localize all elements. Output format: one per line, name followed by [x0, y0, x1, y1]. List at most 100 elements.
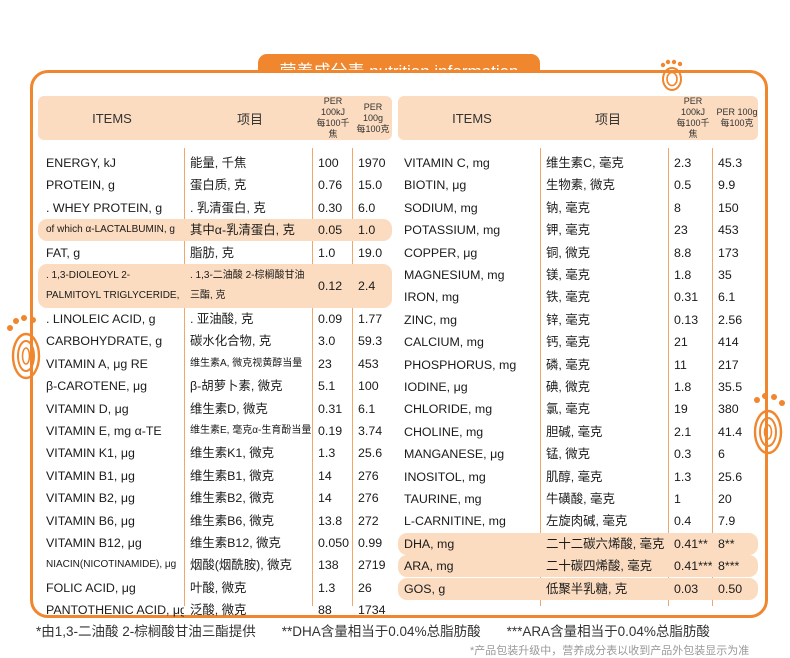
table-row: IRON, mg 铁, 毫克 0.31 6.1 [398, 286, 758, 308]
cell-en: . WHEY PROTEIN, g [46, 200, 163, 215]
table-row: PROTEIN, g 蛋白质, 克 0.76 15.0 [38, 174, 392, 196]
cell-kj: 3.0 [318, 334, 336, 349]
cell-en: β-CAROTENE, μg [46, 379, 148, 394]
cell-cn: 其中α-乳清蛋白, 克 [190, 223, 295, 238]
cell-kj: 138 [318, 558, 339, 573]
cell-cn: 二十碳四烯酸, 毫克 [546, 559, 653, 574]
table-row: TAURINE, mg 牛磺酸, 毫克 1 20 [398, 488, 758, 510]
packaging-note: *产品包装升级中，营养成分表以收到产品外包装显示为准 [470, 645, 750, 657]
cell-kj: 0.31 [318, 401, 343, 416]
cell-cn: 肌醇, 毫克 [546, 469, 603, 484]
cell-en: CARBOHYDRATE, g [46, 334, 163, 349]
cell-en: IODINE, μg [404, 380, 468, 394]
table-row: SODIUM, mg 钠, 毫克 8 150 [398, 197, 758, 219]
table-row: NIACIN(NICOTINAMIDE), μg 烟酸(烟酰胺), 微克 138 27… [38, 554, 392, 576]
cell-cn: 镁, 毫克 [546, 268, 591, 282]
cell-en: VITAMIN A, μg RE [46, 356, 148, 371]
cell-en: POTASSIUM, mg [404, 223, 501, 238]
cell-cn: 维生素C, 毫克 [546, 156, 624, 170]
cell-g: 3.74 [358, 424, 383, 438]
cell-g: 19.0 [358, 245, 383, 260]
table-row: FOLIC ACID, μg 叶酸, 微克 1.3 26 [38, 577, 392, 599]
cell-kj: 0.09 [318, 312, 343, 326]
cell-g: 7.9 [718, 514, 736, 529]
footnotes: *由1,3-二油酸 2-棕榈酸甘油三酯提供 **DHA含量相当于0.04%总脂肪… [36, 620, 780, 640]
footnote-opo: *由1,3-二油酸 2-棕榈酸甘油三酯提供 [36, 624, 256, 639]
cell-en: VITAMIN C, mg [404, 156, 490, 170]
cell-cn: 胆碱, 毫克 [546, 424, 603, 439]
cell-g: 6.0 [358, 200, 376, 215]
cell-g: 26 [358, 580, 372, 595]
header-per-100kj-cn: 每100千焦 [676, 118, 710, 139]
table-row: ZINC, mg 锌, 毫克 0.13 2.56 [398, 309, 758, 331]
table-row: CHOLINE, mg 胆碱, 毫克 2.1 41.4 [398, 421, 758, 443]
cell-en: ENERGY, kJ [46, 156, 117, 170]
table-row: COPPER, μg 铜, 微克 8.8 173 [398, 242, 758, 264]
left-panel: ITEMS 项目 PER 100kJ 每100千焦 PER 100g 每100克… [38, 96, 392, 617]
cell-kj: 1.3 [674, 469, 692, 484]
cell-kj: 0.76 [318, 178, 343, 193]
cell-en: CHLORIDE, mg [404, 402, 493, 417]
cell-cn: 维生素B6, 微克 [190, 513, 274, 528]
header-items: ITEMS [452, 110, 492, 126]
cell-g: 6.1 [718, 290, 736, 305]
cell-cn: 铜, 微克 [546, 245, 591, 260]
cell-g: 1734 [358, 603, 386, 618]
cell-kj: 11 [674, 357, 687, 372]
table-row: INOSITOL, mg 肌醇, 毫克 1.3 25.6 [398, 466, 758, 488]
table-row: VITAMIN B2, μg 维生素B2, 微克 14 276 [38, 487, 392, 509]
table-row: GOS, g 低聚半乳糖, 克 0.03 0.50 [398, 577, 758, 600]
column-divider [712, 148, 713, 606]
cell-kj: 1.3 [318, 446, 336, 461]
cell-g: 272 [358, 513, 379, 528]
cell-en: VITAMIN B12, μg [46, 536, 142, 550]
cell-kj: 1.8 [674, 268, 692, 282]
cell-en: SODIUM, mg [404, 200, 478, 215]
cell-kj: 8.8 [674, 245, 692, 260]
table-row: . LINOLEIC ACID, g . 亚油酸, 克 0.09 1.77 [38, 308, 392, 330]
table-row: VITAMIN A, μg RE 维生素A, 微克视黄醇当量 23 453 [38, 353, 392, 375]
cell-en: FOLIC ACID, μg [46, 580, 136, 595]
cell-kj: 0.30 [318, 200, 343, 215]
cell-g: 0.99 [358, 536, 383, 550]
cell-en: VITAMIN B2, μg [46, 491, 135, 506]
cell-cn: 维生素B2, 微克 [190, 491, 274, 506]
cell-cn: 烟酸(烟酰胺), 微克 [190, 558, 292, 573]
cell-kj: 0.050 [318, 536, 350, 550]
cell-en: ARA, mg [404, 559, 454, 574]
cell-g: 2719 [358, 558, 386, 573]
cell-kj: 5.1 [318, 379, 336, 394]
cell-en: VITAMIN D, μg [46, 401, 129, 416]
cell-en: of which α-LACTALBUMIN, g [46, 224, 175, 236]
cell-kj: 14 [318, 468, 332, 483]
cell-cn: 牛磺酸, 毫克 [546, 492, 615, 506]
table-row: VITAMIN E, mg α-TE 维生素E, 毫克α-生育酚当量 0.19 3.7… [38, 420, 392, 442]
header-per-100kj: PER 100kJ 每100千焦 [672, 96, 714, 140]
cell-cn: . 亚油酸, 克 [190, 312, 254, 326]
cell-cn: 钠, 毫克 [546, 200, 591, 215]
table-row: CHLORIDE, mg 氯, 毫克 19 380 [398, 398, 758, 420]
cell-g: 380 [718, 402, 739, 417]
cell-kj: 0.41*** [674, 559, 712, 574]
table-row: PANTOTHENIC ACID, μg 泛酸, 微克 88 1734 [38, 599, 392, 621]
cell-kj: 0.13 [674, 312, 699, 327]
column-divider [184, 148, 185, 606]
right-panel: ITEMS 项目 PER 100kJ 每100千焦 PER 100g 每100克… [398, 96, 758, 612]
table-row: MANGANESE, μg 锰, 微克 0.3 6 [398, 443, 758, 465]
table-row: VITAMIN K1, μg 维生素K1, 微克 1.3 25.6 [38, 442, 392, 464]
cell-cn: 能量, 千焦 [190, 156, 247, 170]
cell-g: 25.6 [358, 446, 383, 461]
cell-cn: 蛋白质, 克 [190, 178, 247, 193]
cell-g: 8** [718, 536, 735, 551]
cell-kj: 1.3 [318, 580, 336, 595]
cell-en: . 1,3-DIOLEOYL 2-PALMITOYL TRIGLYCERIDE,… [46, 270, 180, 301]
cell-g: 100 [358, 379, 379, 394]
cell-g: 25.6 [718, 469, 743, 484]
cell-en: VITAMIN B1, μg [46, 468, 135, 483]
cell-g: 150 [718, 200, 739, 215]
cell-kj: 0.03 [674, 581, 699, 596]
table-row: . 1,3-DIOLEOYL 2-PALMITOYL TRIGLYCERIDE,… [38, 264, 392, 308]
cell-en: CHOLINE, mg [404, 424, 484, 439]
header-per-100kj: PER 100kJ 每100千焦 [314, 96, 352, 140]
cell-g: 35.5 [718, 380, 743, 394]
